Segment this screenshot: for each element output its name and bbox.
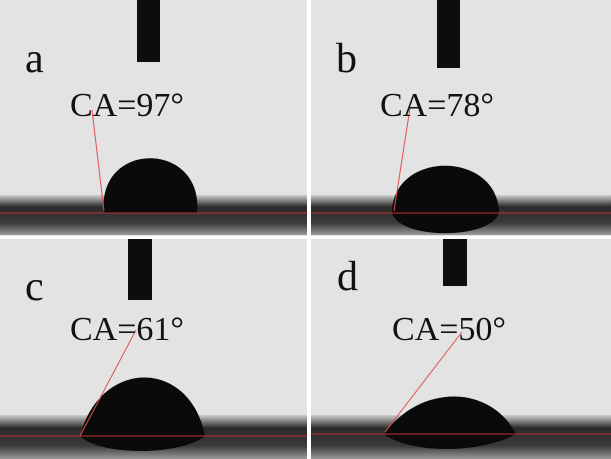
needle <box>443 239 467 286</box>
needle <box>437 0 460 68</box>
contact-angle: CA=61° <box>70 311 184 348</box>
panel-label: d <box>337 254 358 300</box>
photo-panel: d CA=50° <box>311 239 611 459</box>
panel-label: c <box>25 264 44 310</box>
panel-label: a <box>25 36 44 82</box>
photo-panel: c CA=61° <box>0 239 307 459</box>
photo-panel: b CA=78° <box>311 0 611 236</box>
needle <box>137 0 160 62</box>
contact-angle: CA=50° <box>392 311 506 348</box>
page: aCA=97°bCA=78°cCA=61°dCA=50° (() => { co… <box>0 0 611 459</box>
panel-label: b <box>336 36 357 82</box>
contact-angle: CA=97° <box>70 87 184 124</box>
needle <box>128 239 152 300</box>
contact-angle: CA=78° <box>380 87 494 124</box>
figure: a CA=97° b CA=78° c CA=61° d CA=50° <box>0 0 611 459</box>
photo-panel: a CA=97° <box>0 0 307 236</box>
